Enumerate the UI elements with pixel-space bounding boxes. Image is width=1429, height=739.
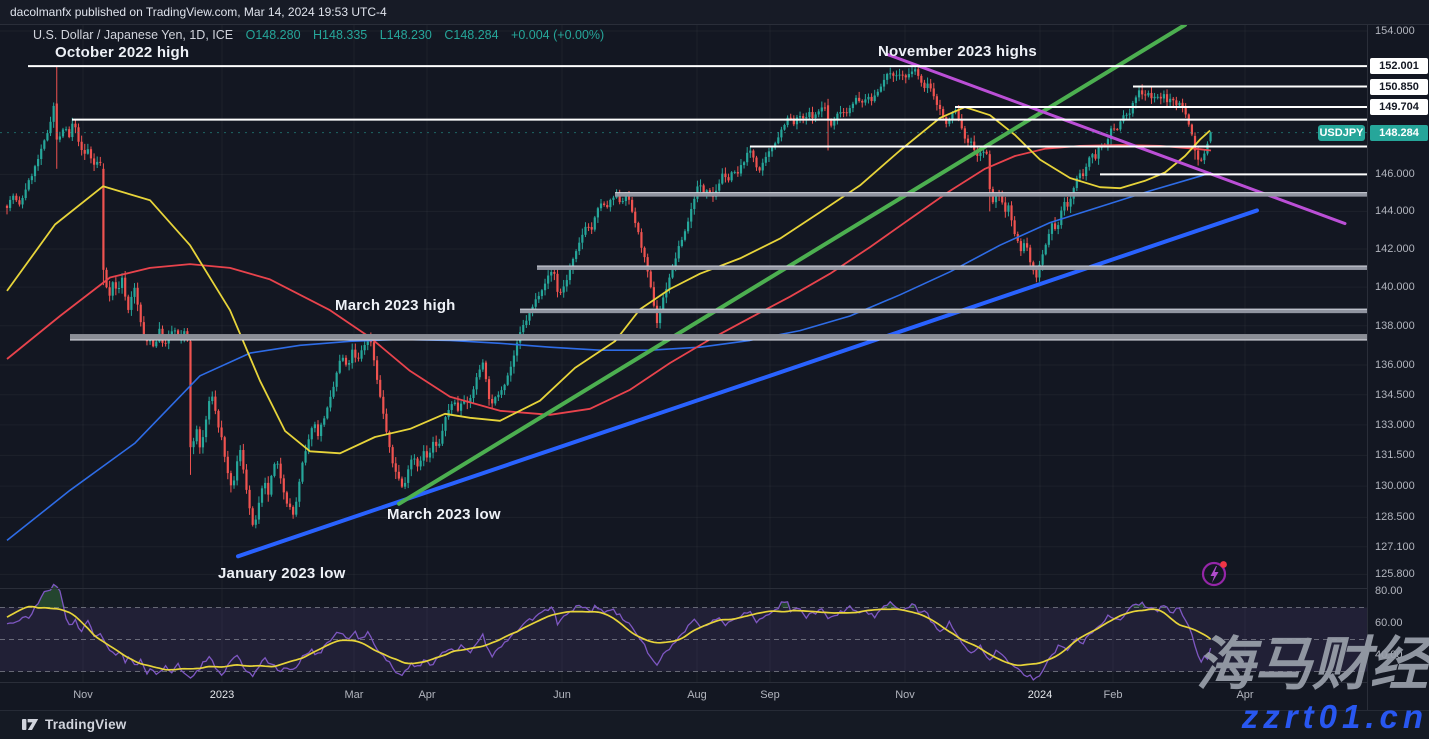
ma-slow-blue (6, 171, 1212, 542)
price-chart-canvas[interactable] (0, 0, 1367, 710)
price-tick: 136.000 (1375, 358, 1415, 371)
price-tick: 144.000 (1375, 205, 1415, 218)
chart-annotation: March 2023 high (335, 297, 456, 314)
time-tick: Feb (1103, 689, 1123, 701)
publish-info-text: dacolmanfx published on TradingView.com,… (10, 5, 387, 19)
price-label-box: 150.850 (1370, 78, 1428, 95)
ma-fast-yellow (6, 106, 1211, 455)
price-tick: 133.000 (1375, 418, 1415, 431)
price-tick: 154.000 (1375, 25, 1415, 37)
price-label-box: 152.001 (1370, 58, 1428, 75)
rsi-tick: 60.00 (1375, 616, 1403, 629)
trendline-0[interactable] (236, 208, 1259, 559)
time-tick: Aug (687, 689, 707, 701)
rsi-tick: 80.00 (1375, 584, 1403, 597)
ma-mid-red (6, 144, 1212, 416)
price-tick: 130.000 (1375, 480, 1415, 493)
tradingview-logo-icon (22, 719, 39, 730)
chart-annotation: October 2022 high (55, 44, 190, 61)
time-tick: 2024 (1027, 689, 1053, 701)
lightning-icon (1210, 566, 1219, 583)
price-tick: 142.000 (1375, 242, 1415, 255)
footer-bar: TradingView (0, 710, 1429, 739)
time-tick: Apr (418, 689, 436, 701)
price-tick: 127.100 (1375, 540, 1415, 553)
price-axis[interactable]: 154.000 146.000 144.000 142.000 140.000 138.0… (1367, 25, 1429, 710)
gray-level-3[interactable] (520, 309, 1367, 314)
symbol-legend[interactable]: U.S. Dollar / Japanese Yen, 1D, ICE O148… (33, 28, 613, 42)
quick-reaction-button[interactable] (1199, 558, 1229, 588)
time-tick: Nov (895, 689, 915, 701)
time-tick: Nov (73, 689, 93, 701)
price-tick: 128.500 (1375, 511, 1415, 524)
brand-label: TradingView (45, 717, 127, 732)
trendline-2[interactable] (886, 53, 1347, 226)
rsi-tick: 40.00 (1375, 648, 1403, 661)
ohlc-high: H148.335 (313, 28, 368, 42)
price-tick: 140.000 (1375, 281, 1415, 294)
price-tick: 125.800 (1375, 568, 1415, 581)
support-band-0[interactable] (70, 334, 1367, 341)
price-label-box: 149.704 (1370, 99, 1428, 115)
tradingview-brand[interactable]: TradingView (22, 717, 126, 732)
trendline-1[interactable] (397, 25, 1187, 506)
gray-level-2[interactable] (537, 265, 1367, 270)
rsi-pane[interactable] (0, 583, 1367, 681)
gray-level-1[interactable] (615, 192, 1367, 197)
time-tick: Mar (344, 689, 364, 701)
price-tick: 146.000 (1375, 168, 1415, 181)
price-tick: 134.500 (1375, 388, 1415, 401)
notification-dot-icon (1220, 561, 1227, 568)
price-tick: 131.500 (1375, 449, 1415, 462)
ohlc-close: C148.284 (444, 28, 499, 42)
symbol-price-pill: USDJPY (1318, 124, 1365, 141)
publish-info-bar: dacolmanfx published on TradingView.com,… (0, 0, 1429, 25)
chart-annotation: November 2023 highs (878, 43, 1037, 60)
time-axis[interactable]: Nov 2023 Mar Apr Jun Aug Sep Nov 2024 Feb Apr (0, 682, 1367, 710)
time-tick: Apr (1236, 689, 1254, 701)
ohlc-change: +0.004 (+0.00%) (511, 28, 605, 42)
time-tick: 2023 (209, 689, 235, 701)
chart-annotation: January 2023 low (218, 565, 346, 582)
symbol-title: U.S. Dollar / Japanese Yen, 1D, ICE (33, 28, 234, 42)
ohlc-open: O148.280 (245, 28, 301, 42)
price-tick: 138.000 (1375, 319, 1415, 332)
time-tick: Jun (553, 689, 571, 701)
price-label-box: 148.284 (1370, 124, 1428, 141)
rsi-ma-line (6, 605, 1212, 671)
chart-annotation: March 2023 low (387, 506, 501, 523)
ohlc-low: L148.230 (379, 28, 432, 42)
time-tick: Sep (760, 689, 780, 701)
reaction-circle-icon (1201, 561, 1227, 587)
